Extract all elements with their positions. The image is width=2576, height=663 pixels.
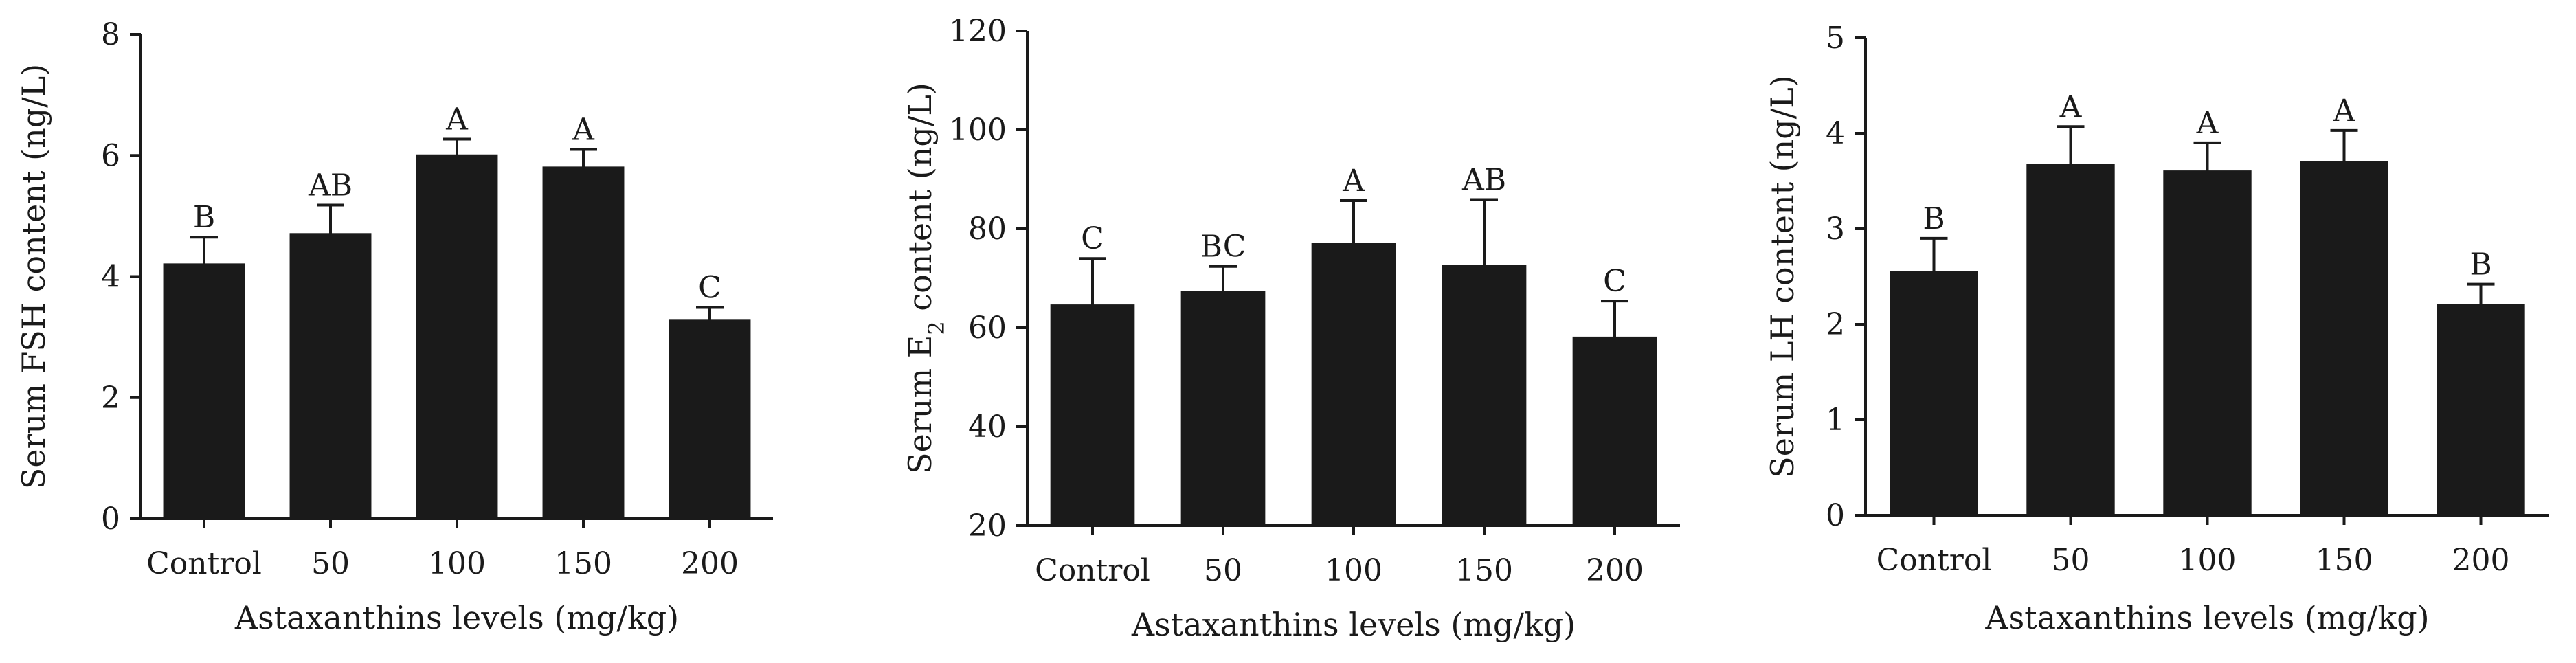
x-tick-label: Control (146, 546, 262, 581)
x-tick-label: Control (1877, 543, 1992, 578)
x-axis-title: Astaxanthins levels (mg/kg) (1984, 599, 2429, 636)
x-tick-label: 150 (2316, 543, 2373, 578)
bar-50 (2026, 164, 2115, 517)
significance-label: A (2196, 106, 2219, 141)
bar-150 (2300, 161, 2388, 517)
significance-label: A (2333, 93, 2356, 128)
bar-150 (542, 166, 625, 520)
y-axis-title: Serum FSH content (ng/L) (15, 64, 52, 489)
y-tick-label: 8 (101, 17, 120, 52)
x-axis-title: Astaxanthins levels (mg/kg) (1131, 606, 1576, 643)
significance-label: C (698, 270, 721, 305)
x-tick-label: 200 (1586, 553, 1644, 588)
x-tick-label: 100 (428, 546, 486, 581)
significance-label: BC (1200, 229, 1246, 265)
y-tick-label: 2 (101, 381, 120, 416)
y-tick-label: 5 (1826, 21, 1845, 56)
bar-150 (1442, 265, 1527, 527)
significance-label: C (1603, 264, 1626, 299)
x-tick-label: 100 (1325, 553, 1382, 588)
y-axis-title: Serum LH content (ng/L) (1764, 75, 1801, 477)
bar-100 (2163, 170, 2252, 517)
x-tick-label: 150 (1455, 553, 1513, 588)
y-tick-label: 80 (968, 212, 1007, 247)
x-tick-label: Control (1035, 553, 1150, 588)
x-axis-title: Astaxanthins levels (mg/kg) (234, 599, 679, 636)
x-tick-label: 50 (1204, 553, 1242, 588)
x-tick-label: 200 (2452, 543, 2510, 578)
x-tick-label: 100 (2179, 543, 2237, 578)
bar-control (1050, 304, 1135, 527)
chart-panel-1: 0 2 4 6 8 B Control AB 50 A 100 A 150 C 200Astaxanthin… (15, 17, 773, 636)
significance-label: AB (308, 168, 352, 203)
y-tick-label: 20 (968, 508, 1007, 543)
significance-label: B (1923, 201, 1945, 236)
x-tick-label: 50 (2052, 543, 2090, 578)
y-tick-label: 100 (949, 113, 1007, 148)
bar-50 (1180, 291, 1266, 527)
bar-control (163, 263, 245, 520)
y-tick-label: 40 (968, 409, 1007, 445)
significance-label: A (1342, 164, 1365, 199)
y-tick-label: 4 (1826, 116, 1845, 151)
y-tick-label: 6 (101, 138, 120, 173)
bar-100 (416, 154, 498, 520)
bar-control (1890, 271, 1978, 517)
significance-label: C (1081, 221, 1104, 256)
bar-200 (1572, 336, 1657, 527)
y-tick-label: 1 (1826, 403, 1845, 438)
significance-label: B (193, 200, 215, 235)
bar-200 (2437, 304, 2525, 517)
bar-100 (1311, 243, 1396, 527)
y-tick-label: 0 (1826, 498, 1845, 533)
x-tick-label: 200 (681, 546, 739, 581)
significance-label: A (445, 102, 469, 137)
bar-50 (289, 233, 372, 520)
significance-label: A (2059, 89, 2083, 124)
significance-label: A (572, 112, 595, 147)
y-tick-label: 2 (1826, 307, 1845, 342)
y-tick-label: 0 (101, 502, 120, 537)
x-tick-label: 50 (311, 546, 350, 581)
significance-label: B (2469, 247, 2491, 282)
y-tick-label: 3 (1826, 212, 1845, 247)
bar-200 (669, 319, 751, 520)
significance-label: AB (1461, 163, 1506, 198)
y-tick-label: 60 (968, 311, 1007, 346)
y-axis-title: Serum E2 content (ng/L) (901, 82, 950, 474)
x-tick-label: 150 (555, 546, 612, 581)
y-tick-label: 4 (101, 260, 120, 295)
y-tick-label: 120 (949, 14, 1007, 49)
chart-panel-2: 20 40 60 80 100 120 C Control BC 50 A 100 AB 150 C 200 A… (901, 14, 1680, 643)
chart-panel-3: 0 1 2 3 4 5 B Control A 50 A 100 A 150 B 200 Astaxanthin… (1764, 21, 2549, 636)
